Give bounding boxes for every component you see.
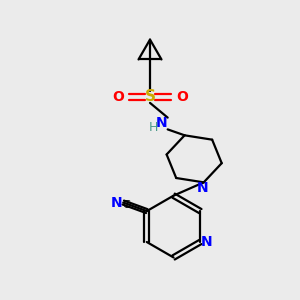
Text: N: N bbox=[201, 235, 213, 249]
Text: N: N bbox=[196, 181, 208, 195]
Text: O: O bbox=[112, 90, 124, 104]
Text: C: C bbox=[122, 200, 130, 210]
Text: N: N bbox=[155, 116, 167, 130]
Text: O: O bbox=[176, 90, 188, 104]
Text: S: S bbox=[145, 89, 155, 104]
Text: N: N bbox=[111, 196, 123, 209]
Text: H: H bbox=[148, 122, 158, 134]
